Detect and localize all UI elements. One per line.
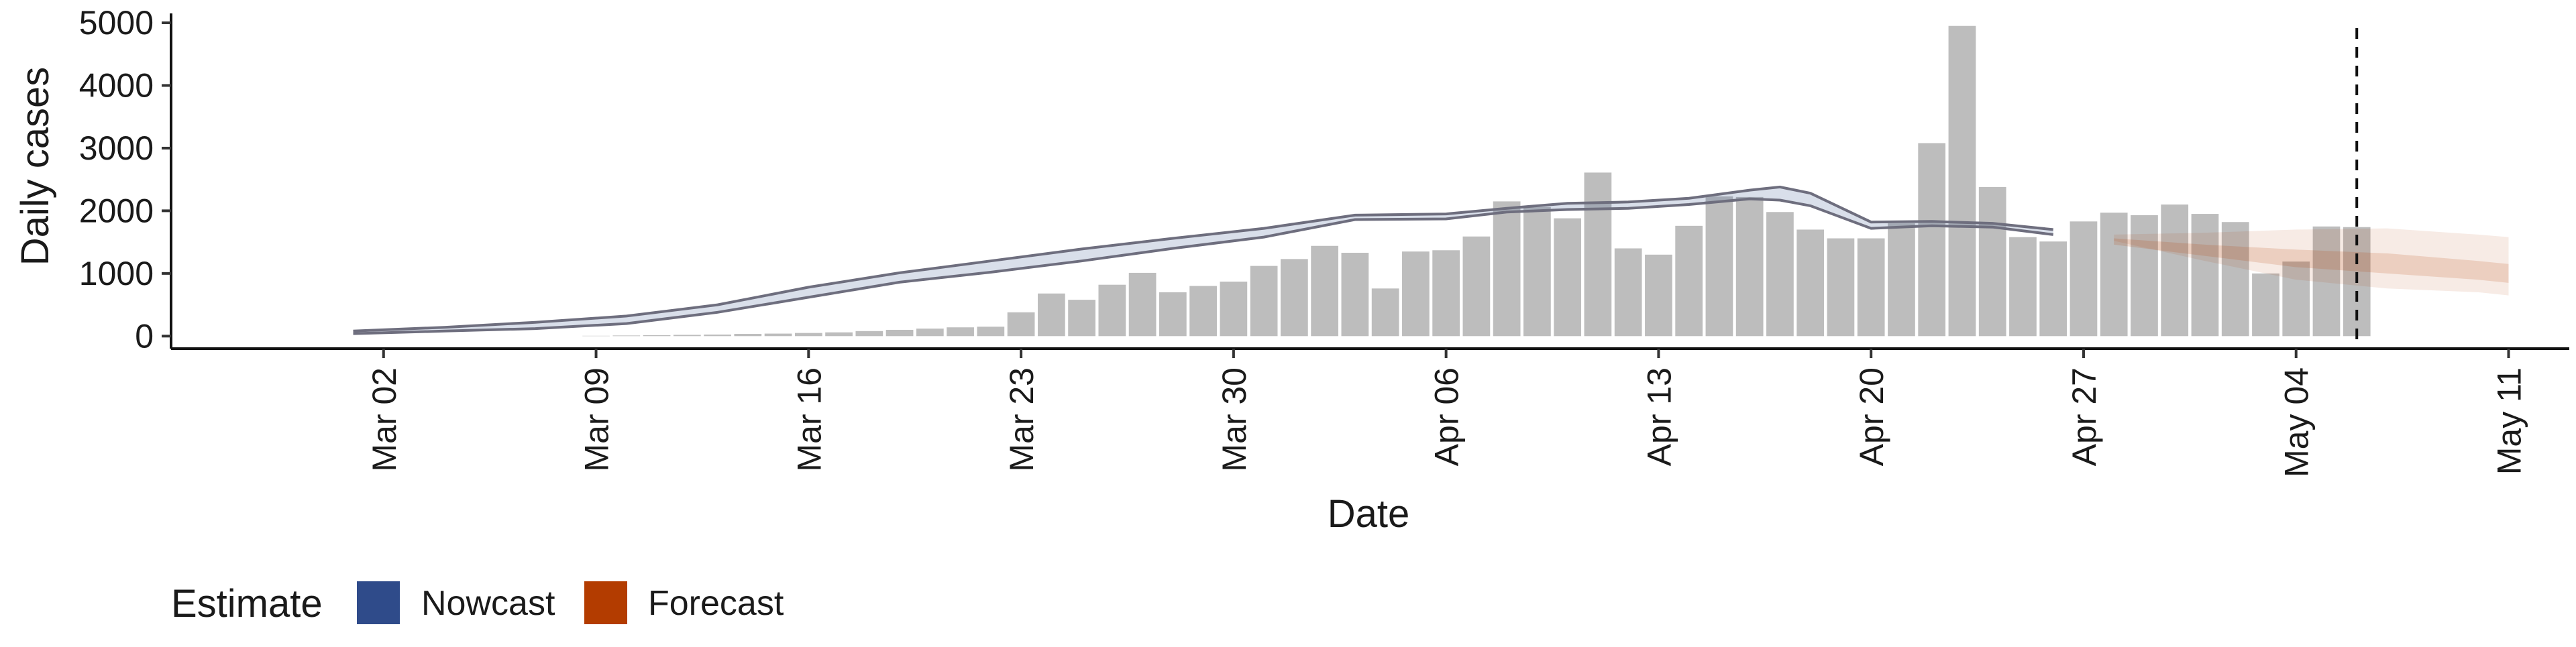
bar: [1068, 300, 1095, 336]
bar: [1706, 196, 1733, 336]
legend: Estimate Nowcast Forecast: [171, 581, 784, 626]
x-tick-label: Mar 02: [366, 367, 403, 472]
bar: [1159, 292, 1187, 336]
bar: [1250, 266, 1278, 337]
bar: [2252, 274, 2279, 336]
bar: [2009, 237, 2037, 337]
y-tick-label: 5000: [79, 4, 154, 42]
y-axis-title: Daily cases: [13, 67, 57, 266]
bar: [1220, 282, 1247, 336]
bar: [612, 335, 640, 336]
bar: [2039, 241, 2067, 336]
bar: [1554, 219, 1581, 337]
bar: [1342, 253, 1369, 336]
legend-swatch-nowcast: [357, 581, 400, 624]
bar: [765, 334, 792, 337]
bar: [1463, 237, 1491, 337]
x-tick-label: May 04: [2278, 367, 2316, 477]
x-tick-label: Mar 09: [578, 367, 616, 472]
bar: [1827, 239, 1855, 337]
legend-label-nowcast: Nowcast: [421, 584, 555, 623]
bar: [977, 327, 1004, 336]
bar: [825, 333, 853, 337]
bar: [1918, 143, 1945, 336]
bar: [1949, 26, 1976, 337]
bar: [855, 331, 883, 336]
bar: [1432, 250, 1460, 336]
y-tick-label: 2000: [79, 192, 154, 229]
x-tick-label: Apr 13: [1640, 367, 1678, 466]
x-axis-title: Date: [1328, 492, 1410, 536]
bar: [1888, 223, 1915, 336]
bar: [1372, 288, 1399, 336]
bar: [1979, 187, 2006, 336]
bar: [2131, 215, 2158, 336]
bar: [1615, 248, 1642, 336]
bar: [1645, 255, 1672, 336]
legend-label-forecast: Forecast: [648, 584, 784, 623]
bar: [1402, 251, 1430, 336]
bar: [947, 327, 974, 336]
bar: [1129, 273, 1157, 336]
bar: [2070, 221, 2098, 336]
bar: [1281, 259, 1308, 336]
y-tick-label: 0: [135, 317, 154, 355]
bar: [704, 335, 731, 336]
bar: [795, 333, 822, 337]
x-tick-label: May 11: [2491, 367, 2528, 475]
bar: [643, 335, 671, 336]
x-tick-label: Mar 16: [790, 367, 828, 472]
bar: [886, 330, 914, 336]
bar: [1585, 172, 1612, 336]
bar: [2100, 213, 2128, 336]
bar: [674, 335, 701, 336]
bar: [1796, 229, 1824, 336]
bar: [1736, 197, 1764, 336]
y-tick-label: 1000: [79, 255, 154, 292]
bar: [2192, 214, 2219, 336]
bar: [1038, 294, 1065, 337]
legend-swatch-forecast: [584, 581, 627, 624]
bar: [734, 334, 761, 336]
legend-title: Estimate: [171, 582, 323, 626]
x-tick-label: Apr 20: [1853, 367, 1890, 466]
bar: [1008, 312, 1035, 337]
bar: [1098, 285, 1126, 337]
bar: [1523, 207, 1551, 337]
bar: [1858, 239, 1885, 337]
y-tick-label: 3000: [79, 129, 154, 167]
bar: [1493, 201, 1521, 336]
bar: [1189, 286, 1217, 337]
x-tick-label: Mar 23: [1003, 367, 1040, 472]
bar: [2161, 204, 2188, 336]
x-tick-label: Apr 27: [2065, 367, 2103, 466]
bar: [1766, 212, 1794, 336]
bar: [916, 329, 944, 336]
bar: [1675, 226, 1703, 336]
bar: [1311, 246, 1338, 337]
y-tick-label: 4000: [79, 66, 154, 104]
x-tick-label: Mar 30: [1216, 367, 1253, 472]
x-tick-label: Apr 06: [1428, 367, 1466, 466]
